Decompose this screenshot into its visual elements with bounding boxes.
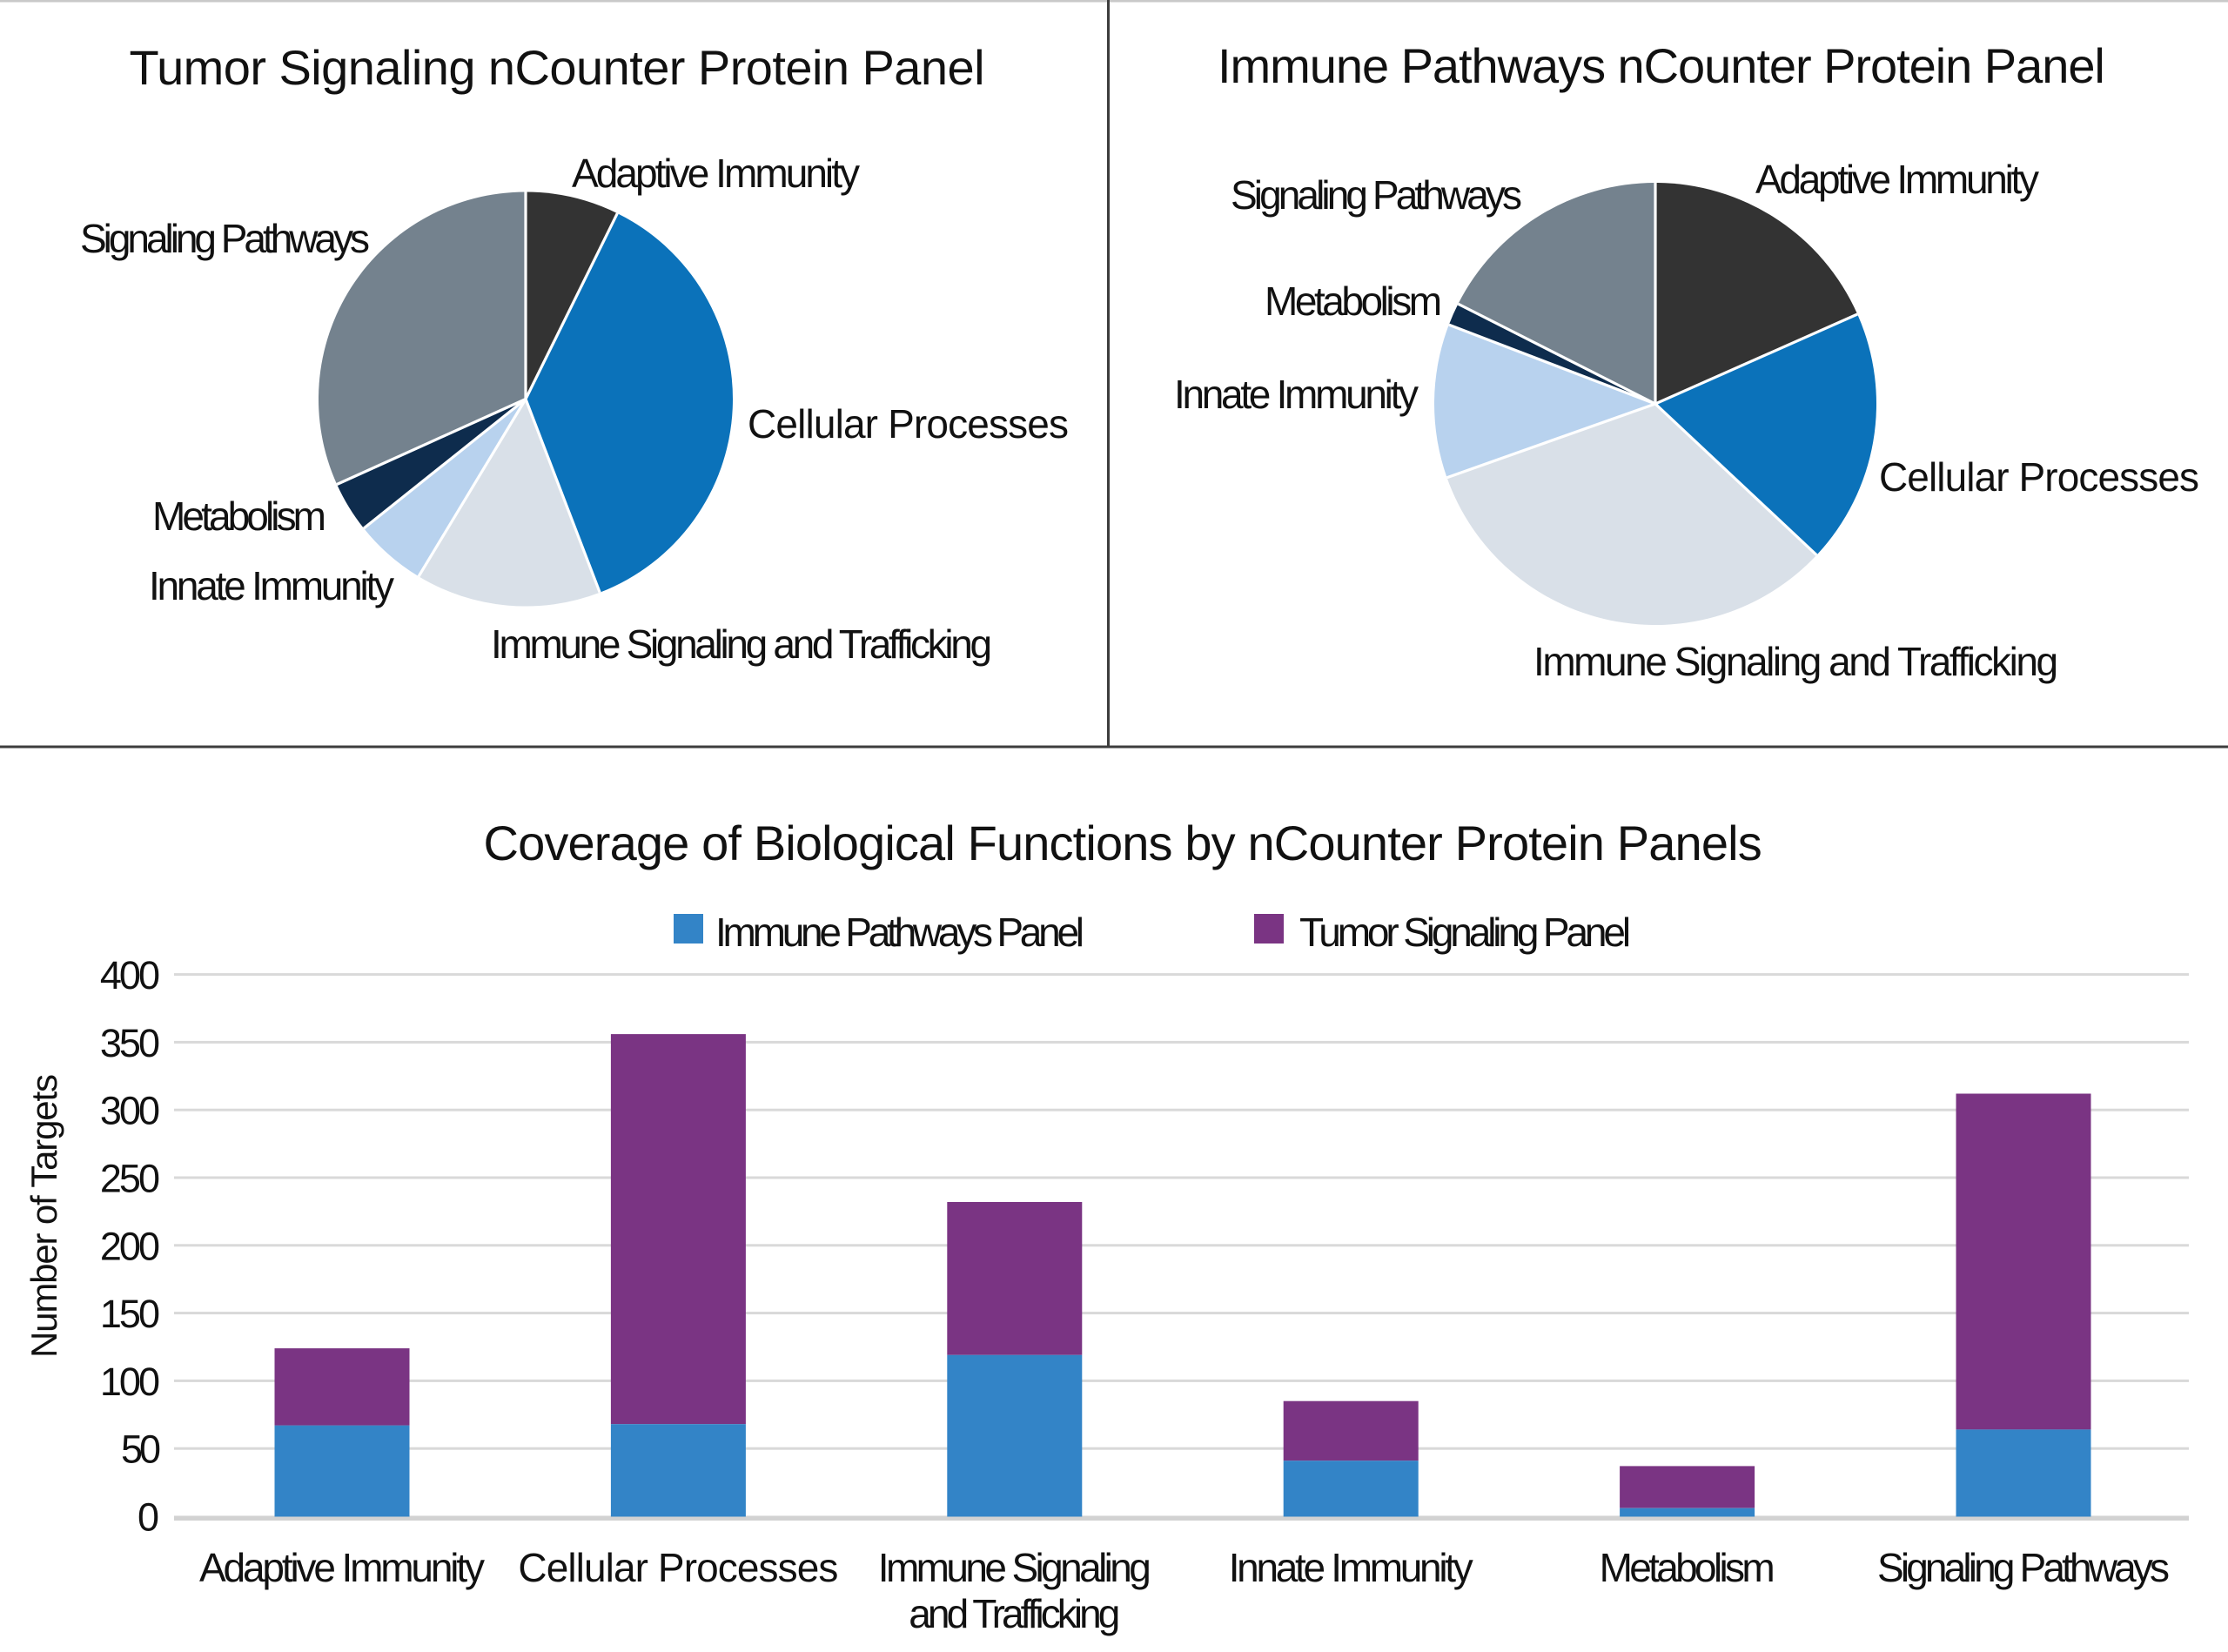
svg-text:Metabolism: Metabolism [152,494,325,539]
svg-text:Immune Signaling and Trafficki: Immune Signaling and Trafficking [491,621,990,667]
svg-text:Innate Immunity: Innate Immunity [1229,1545,1473,1590]
svg-text:400: 400 [100,953,159,997]
svg-text:Signaling Pathways: Signaling Pathways [80,216,369,261]
svg-text:Signaling Pathways: Signaling Pathways [1877,1545,2169,1590]
svg-text:0: 0 [138,1495,158,1540]
svg-text:Number of Targets: Number of Targets [23,1075,64,1358]
svg-text:150: 150 [100,1292,159,1336]
svg-text:Adaptive Immunity: Adaptive Immunity [572,151,860,196]
svg-text:Immune Pathways nCounter Prote: Immune Pathways nCounter Protein Panel [1218,38,2104,93]
svg-text:350: 350 [100,1021,159,1065]
svg-text:Cellular Processes: Cellular Processes [518,1545,837,1590]
svg-text:Immune Signaling and Trafficki: Immune Signaling and Trafficking [1533,639,2057,684]
svg-text:Metabolism: Metabolism [1265,279,1440,324]
svg-text:and Trafficking: and Trafficking [909,1591,1117,1636]
svg-text:100: 100 [100,1360,159,1404]
svg-text:Cellular Processes: Cellular Processes [1879,454,2198,500]
svg-text:Adaptive Immunity: Adaptive Immunity [1755,157,2039,202]
svg-text:Innate Immunity: Innate Immunity [1174,372,1419,417]
svg-text:Immune Signaling: Immune Signaling [878,1545,1149,1590]
svg-text:200: 200 [100,1224,159,1268]
svg-text:Immune Pathways Panel: Immune Pathways Panel [715,910,1083,955]
svg-text:Signaling Pathways: Signaling Pathways [1231,172,1521,218]
svg-text:Innate Immunity: Innate Immunity [149,563,394,608]
svg-text:250: 250 [100,1157,159,1201]
svg-text:Tumor Signaling nCounter Prote: Tumor Signaling nCounter Protein Panel [130,40,984,95]
svg-text:300: 300 [100,1089,159,1133]
svg-text:Metabolism: Metabolism [1600,1545,1774,1590]
svg-text:50: 50 [121,1427,160,1472]
svg-text:Adaptive Immunity: Adaptive Immunity [199,1545,485,1590]
svg-text:Tumor Signaling Panel: Tumor Signaling Panel [1299,910,1629,955]
svg-text:Coverage of Biological Functio: Coverage of Biological Functions by nCou… [484,816,1762,870]
svg-text:Cellular Processes: Cellular Processes [748,401,1068,447]
